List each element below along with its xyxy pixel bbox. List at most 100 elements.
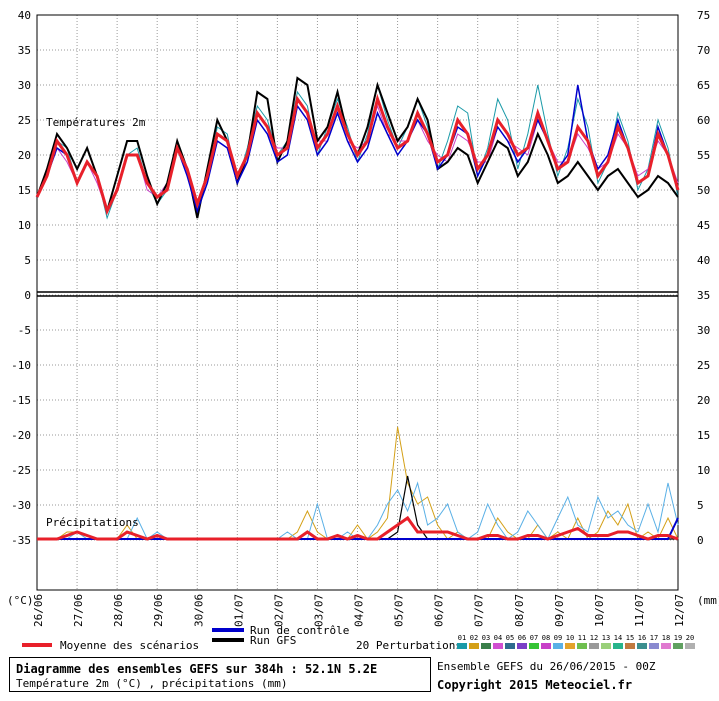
legend-perturbation-number: 05	[506, 634, 514, 642]
legend-perturbation-swatch	[457, 643, 467, 649]
x-tick-label: 10/07	[593, 594, 606, 627]
right-tick-label: 40	[697, 254, 710, 267]
footer-title-box: Diagramme des ensembles GEFS sur 384h : …	[9, 657, 431, 692]
legend-perturbation-swatch	[601, 643, 611, 649]
left-tick-label: -5	[18, 324, 31, 337]
legend-perturbation-number: 14	[614, 634, 622, 642]
x-tick-label: 29/06	[152, 594, 165, 627]
x-tick-label: 26/06	[32, 594, 45, 627]
right-tick-label: 70	[697, 44, 710, 57]
legend-perturbations-label: 20 Perturbations	[356, 639, 462, 652]
legend-perturbation-number: 17	[650, 634, 658, 642]
left-tick-label: 35	[18, 44, 31, 57]
precipitation-section-label: Précipitations	[46, 516, 139, 529]
x-tick-label: 12/07	[673, 594, 686, 627]
legend-perturbation-swatch	[505, 643, 515, 649]
right-tick-label: 20	[697, 394, 710, 407]
right-tick-label: 55	[697, 149, 710, 162]
x-tick-label: 28/06	[112, 594, 125, 627]
left-tick-label: 0	[24, 289, 31, 302]
right-tick-label: 45	[697, 219, 710, 232]
x-tick-label: 06/07	[433, 594, 446, 627]
legend-perturbation-swatch	[541, 643, 551, 649]
legend-perturbation-swatch	[481, 643, 491, 649]
footer-subtitle: Température 2m (°C) , précipitations (mm…	[16, 677, 288, 690]
left-tick-label: -20	[11, 429, 31, 442]
legend-perturbation-number: 15	[626, 634, 634, 642]
legend-perturbation-number: 09	[554, 634, 562, 642]
legend-perturbation-swatch	[529, 643, 539, 649]
legend-perturbation-number: 06	[518, 634, 526, 642]
x-tick-label: 09/07	[553, 594, 566, 627]
legend-perturbation-swatch	[577, 643, 587, 649]
x-tick-label: 03/07	[312, 594, 325, 627]
right-tick-label: 10	[697, 464, 710, 477]
legend-perturbation-swatch	[553, 643, 563, 649]
right-tick-label: 5	[697, 499, 704, 512]
right-tick-label: 65	[697, 79, 710, 92]
footer-title: Diagramme des ensembles GEFS sur 384h : …	[16, 662, 378, 676]
left-tick-label: 10	[18, 219, 31, 232]
precip-mean-line	[37, 515, 679, 541]
legend-perturbation-swatch	[673, 643, 683, 649]
legend-perturbation-swatch	[613, 643, 623, 649]
left-tick-label: -30	[11, 499, 31, 512]
legend-perturbation-number: 11	[578, 634, 586, 642]
legend-perturbation-number: 07	[530, 634, 538, 642]
legend-perturbation-swatch	[589, 643, 599, 649]
right-tick-label: 0	[697, 534, 704, 547]
right-tick-label: 15	[697, 429, 710, 442]
right-axis-unit: (mm)	[697, 594, 719, 607]
legend-perturbation-number: 02	[470, 634, 478, 642]
legend-perturbation-swatch	[649, 643, 659, 649]
run-info: Ensemble GEFS du 26/06/2015 - 00Z	[437, 660, 656, 673]
right-tick-label: 35	[697, 289, 710, 302]
legend-perturbation-swatch	[469, 643, 479, 649]
legend-perturbation-number: 03	[482, 634, 490, 642]
right-tick-label: 50	[697, 184, 710, 197]
legend-control-label: Run de contrôle	[250, 624, 349, 637]
x-tick-label: 05/07	[393, 594, 406, 627]
legend-perturbation-swatch	[685, 643, 695, 649]
x-tick-label: 27/06	[72, 594, 85, 627]
left-tick-label: 5	[24, 254, 31, 267]
legend-perturbation-number: 18	[662, 634, 670, 642]
left-tick-label: -15	[11, 394, 31, 407]
x-tick-label: 11/07	[633, 594, 646, 627]
legend-mean-label: Moyenne des scénarios	[60, 639, 199, 652]
legend-perturbation-swatch	[625, 643, 635, 649]
legend-perturbation-number: 01	[458, 634, 466, 642]
legend-gfs-label: Run GFS	[250, 634, 296, 647]
right-tick-label: 30	[697, 324, 710, 337]
copyright: Copyright 2015 Meteociel.fr	[437, 678, 633, 692]
left-tick-label: 40	[18, 9, 31, 22]
legend-perturbation-number: 13	[602, 634, 610, 642]
legend-perturbation-swatch	[661, 643, 671, 649]
x-tick-label: 08/07	[513, 594, 526, 627]
plot-frame	[36, 14, 679, 591]
left-tick-label: 25	[18, 114, 31, 127]
legend-perturbation-number: 16	[638, 634, 646, 642]
left-tick-label: -10	[11, 359, 31, 372]
left-tick-label: -25	[11, 464, 31, 477]
x-tick-label: 04/07	[353, 594, 366, 627]
temp-mean-line	[35, 93, 680, 216]
x-tick-label: 07/07	[473, 594, 486, 627]
x-tick-label: 30/06	[192, 594, 205, 627]
legend-perturbation-number: 19	[674, 634, 682, 642]
legend-perturbation-number: 04	[494, 634, 502, 642]
right-tick-label: 25	[697, 359, 710, 372]
left-tick-label: 15	[18, 184, 31, 197]
legend-perturbation-swatch	[517, 643, 527, 649]
legend-perturbation-number: 20	[686, 634, 694, 642]
legend-perturbation-swatch	[493, 643, 503, 649]
x-tick-label: 01/07	[232, 594, 245, 627]
left-axis-unit: (°C)	[7, 594, 34, 607]
temperature-section-label: Températures 2m	[46, 116, 146, 129]
right-tick-label: 75	[697, 9, 710, 22]
legend-perturbation-swatch	[637, 643, 647, 649]
left-tick-label: -35	[11, 534, 31, 547]
legend-perturbation-number: 10	[566, 634, 574, 642]
